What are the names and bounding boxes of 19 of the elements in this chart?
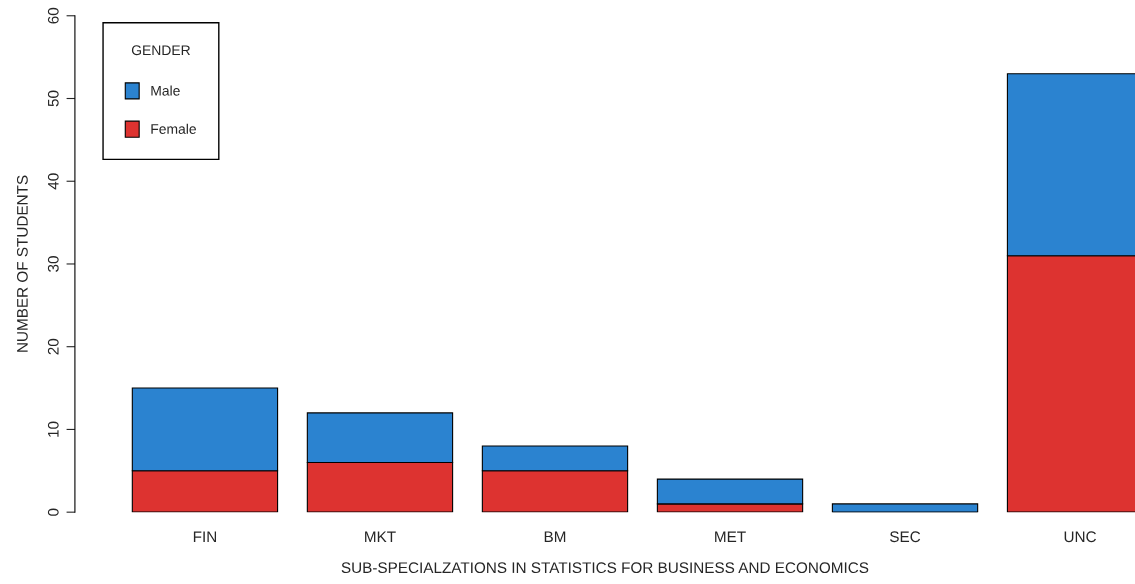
x-tick-label: UNC bbox=[1064, 531, 1097, 543]
x-tick-label: MKT bbox=[365, 531, 396, 542]
y-tick-label: 20 bbox=[47, 338, 59, 355]
x-tick-label: FIN bbox=[193, 531, 217, 542]
legend-label: Female bbox=[151, 123, 196, 134]
x-tick-label: MET bbox=[715, 531, 746, 542]
legend-label: Male bbox=[151, 85, 180, 96]
x-tick-label: BM bbox=[544, 531, 566, 542]
y-tick-label: 30 bbox=[47, 256, 59, 272]
bar bbox=[831, 503, 979, 513]
legend-title: GENDER bbox=[131, 45, 190, 56]
y-axis-title: NUMBER OF STUDENTS bbox=[16, 175, 28, 352]
y-tick-label: 0 bbox=[47, 508, 59, 516]
y-tick-label: 10 bbox=[47, 421, 59, 437]
x-axis-title: SUB-SPECIALZATIONS IN STATISTICS FOR BUSINESS AND ECONOMICS bbox=[341, 562, 869, 574]
y-tick-label: 60 bbox=[47, 7, 59, 24]
y-tick-label: 50 bbox=[47, 90, 59, 107]
x-tick-label: SEC bbox=[890, 531, 921, 543]
y-tick-label: 40 bbox=[47, 173, 59, 190]
